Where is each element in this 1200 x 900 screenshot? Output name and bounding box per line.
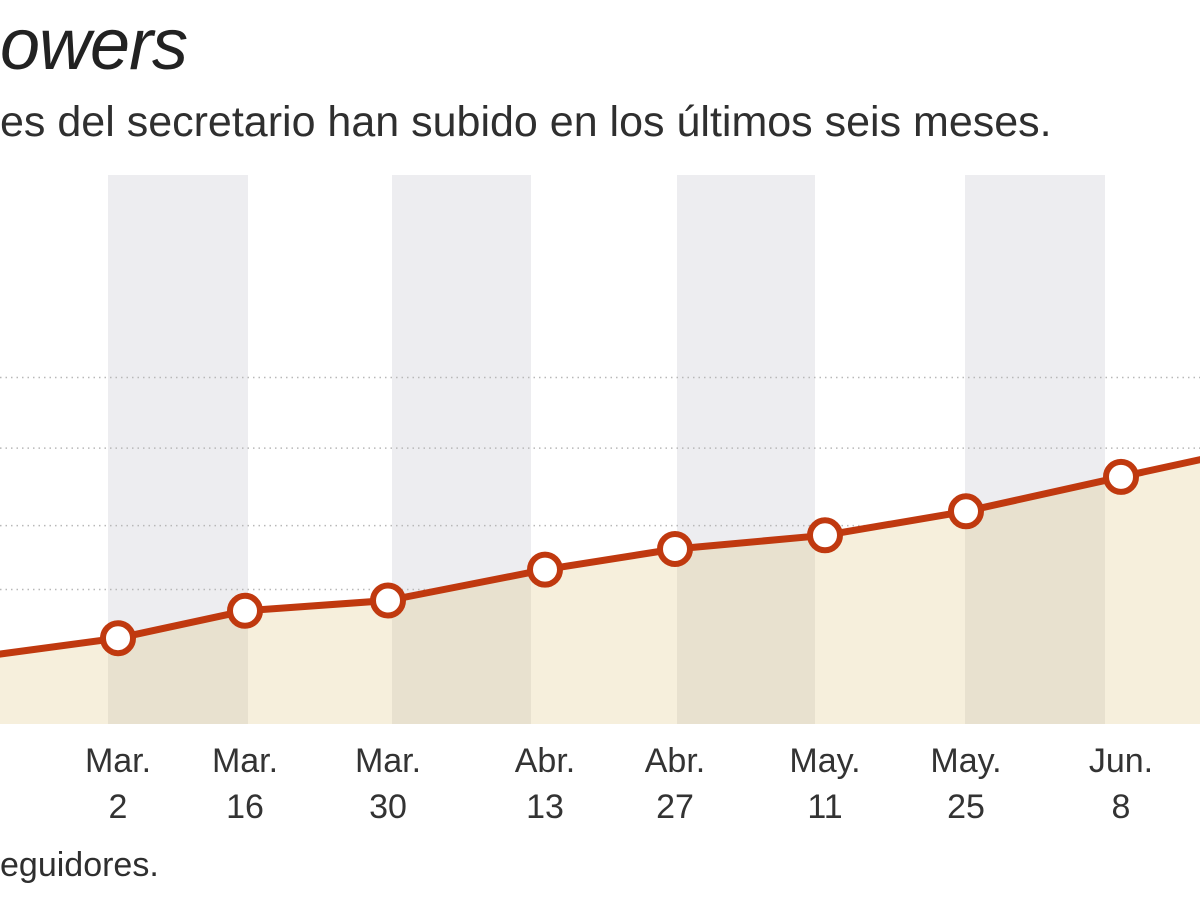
x-tick-month: Abr.	[645, 742, 705, 780]
x-tick-month: Mar.	[355, 742, 421, 780]
x-tick-day: 11	[807, 788, 842, 826]
data-markers	[100, 458, 1139, 657]
data-point	[1103, 458, 1139, 495]
data-point	[527, 551, 563, 588]
x-tick-day: 13	[526, 788, 564, 826]
x-tick-month: Jun.	[1089, 742, 1153, 780]
series-line	[0, 456, 1200, 658]
data-point	[370, 582, 406, 619]
followers-line	[0, 456, 1200, 658]
chart-note: eguidores.	[0, 846, 159, 884]
data-point	[100, 620, 136, 657]
x-tick-month: May.	[789, 742, 860, 780]
x-tick-day: 30	[369, 788, 407, 826]
x-tick-month: Abr.	[515, 742, 575, 780]
x-tick-day: 2	[109, 788, 128, 826]
chart-title: owers	[0, 5, 188, 85]
data-point	[948, 493, 984, 530]
x-tick-day: 16	[226, 788, 264, 826]
x-tick-day: 27	[656, 788, 694, 826]
chart-subtitle: es del secretario han subido en los últi…	[0, 98, 1052, 146]
x-tick-month: Mar.	[85, 742, 151, 780]
x-tick-month: May.	[930, 742, 1001, 780]
x-tick-day: 25	[947, 788, 985, 826]
x-tick-day: 8	[1112, 788, 1131, 826]
x-axis-labels: Mar. 2 Mar. 16 Mar. 30 Abr. 13 Abr. 27 May. 11 May. 2…	[85, 742, 1153, 826]
data-point	[807, 517, 843, 554]
data-point	[227, 592, 263, 629]
data-point	[657, 531, 693, 567]
x-tick-month: Mar.	[212, 742, 278, 780]
